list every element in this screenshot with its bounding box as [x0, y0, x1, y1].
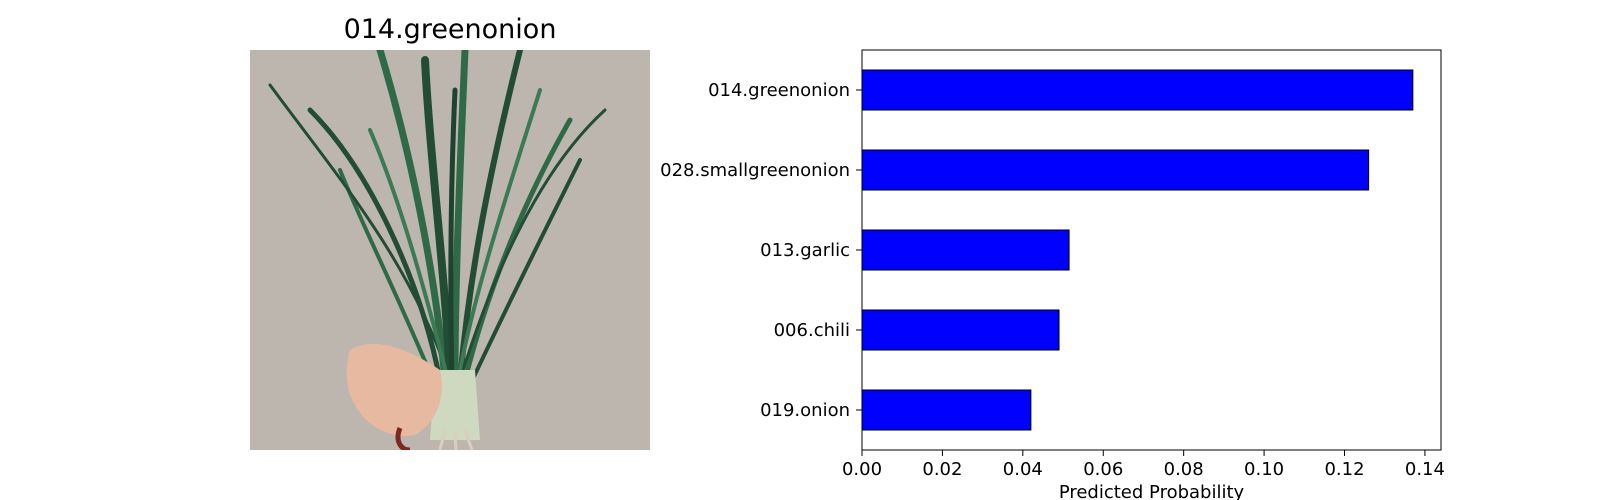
y-tick-label: 028.smallgreenonion: [660, 160, 850, 181]
hand: [346, 343, 442, 450]
y-tick-label: 019.onion: [760, 400, 850, 421]
green-onion-photo: [250, 50, 650, 450]
onion-leaves: [268, 50, 607, 387]
x-tick-label: 0.00: [842, 459, 882, 480]
image-title: 014.greenonion: [343, 14, 557, 45]
x-tick-label: 0.14: [1405, 459, 1445, 480]
onion-bulbs: [430, 370, 480, 450]
x-axis-label: Predicted Probability: [1059, 482, 1245, 500]
y-tick-label: 013.garlic: [760, 240, 850, 261]
x-tick-label: 0.08: [1164, 459, 1204, 480]
x-tick-label: 0.12: [1324, 459, 1364, 480]
x-tick-label: 0.04: [1003, 459, 1043, 480]
bar-006-chili: [861, 309, 1060, 351]
x-tick-label: 0.10: [1244, 459, 1284, 480]
bar-013-garlic: [861, 229, 1070, 271]
y-tick-label: 006.chili: [774, 320, 850, 341]
bar-019-onion: [861, 389, 1032, 431]
plot-frame: [861, 49, 1442, 451]
bar-028-smallgreenonion: [861, 149, 1370, 191]
x-tick-label: 0.02: [922, 459, 962, 480]
x-tick-label: 0.06: [1083, 459, 1123, 480]
y-tick-label: 014.greenonion: [708, 80, 850, 101]
bar-014-greenonion: [861, 69, 1414, 111]
